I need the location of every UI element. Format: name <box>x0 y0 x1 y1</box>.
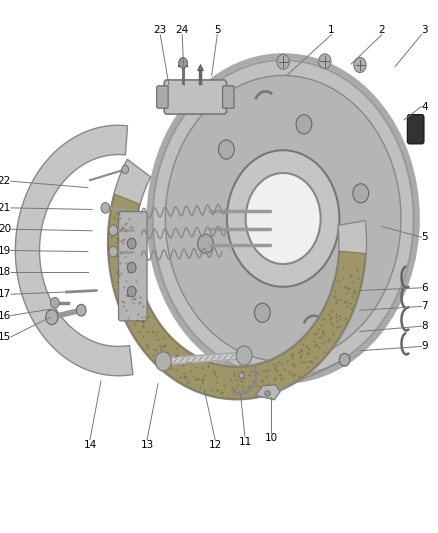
Text: 2: 2 <box>378 25 385 35</box>
Text: 22: 22 <box>0 176 11 186</box>
Circle shape <box>165 76 400 361</box>
Circle shape <box>155 352 171 371</box>
Circle shape <box>127 262 136 273</box>
Polygon shape <box>15 125 133 376</box>
Text: 6: 6 <box>420 283 427 293</box>
Circle shape <box>295 115 311 134</box>
Circle shape <box>101 203 110 213</box>
Text: 23: 23 <box>153 25 166 35</box>
Text: 3: 3 <box>420 25 427 35</box>
Text: 8: 8 <box>420 321 427 331</box>
Text: 1: 1 <box>327 25 334 35</box>
Circle shape <box>352 184 368 203</box>
Circle shape <box>178 58 187 68</box>
Polygon shape <box>108 194 364 399</box>
Text: 17: 17 <box>0 289 11 299</box>
Polygon shape <box>107 159 366 400</box>
Circle shape <box>109 246 117 257</box>
Text: 13: 13 <box>140 440 153 450</box>
Text: 19: 19 <box>0 246 11 255</box>
Circle shape <box>121 165 128 174</box>
Text: 5: 5 <box>420 232 427 242</box>
Circle shape <box>331 278 347 297</box>
Circle shape <box>236 346 251 365</box>
Polygon shape <box>255 385 279 400</box>
Text: 4: 4 <box>420 102 427 111</box>
Circle shape <box>276 54 289 69</box>
Circle shape <box>353 58 365 72</box>
FancyBboxPatch shape <box>164 80 226 114</box>
Circle shape <box>152 60 413 377</box>
Circle shape <box>226 150 339 287</box>
Text: 12: 12 <box>208 440 221 450</box>
Text: 10: 10 <box>264 433 277 443</box>
FancyBboxPatch shape <box>406 115 423 144</box>
FancyBboxPatch shape <box>222 86 233 108</box>
Circle shape <box>197 234 213 253</box>
Circle shape <box>318 54 330 69</box>
Circle shape <box>109 225 117 236</box>
Text: 24: 24 <box>175 25 188 35</box>
Text: 7: 7 <box>420 302 427 311</box>
Text: 11: 11 <box>238 437 251 447</box>
Text: 14: 14 <box>83 440 96 450</box>
FancyBboxPatch shape <box>118 212 147 321</box>
Circle shape <box>218 140 234 159</box>
Text: 16: 16 <box>0 311 11 320</box>
Text: 18: 18 <box>0 267 11 277</box>
Text: 20: 20 <box>0 224 11 234</box>
Circle shape <box>149 56 416 381</box>
Text: 21: 21 <box>0 203 11 213</box>
Circle shape <box>50 297 59 308</box>
Circle shape <box>127 238 136 249</box>
Circle shape <box>46 310 58 325</box>
Circle shape <box>245 173 320 264</box>
Text: 15: 15 <box>0 332 11 342</box>
Text: 5: 5 <box>213 25 220 35</box>
Circle shape <box>339 353 349 366</box>
Circle shape <box>76 304 86 316</box>
FancyBboxPatch shape <box>156 86 168 108</box>
Circle shape <box>254 303 270 322</box>
Text: 9: 9 <box>420 342 427 351</box>
Circle shape <box>127 286 136 297</box>
